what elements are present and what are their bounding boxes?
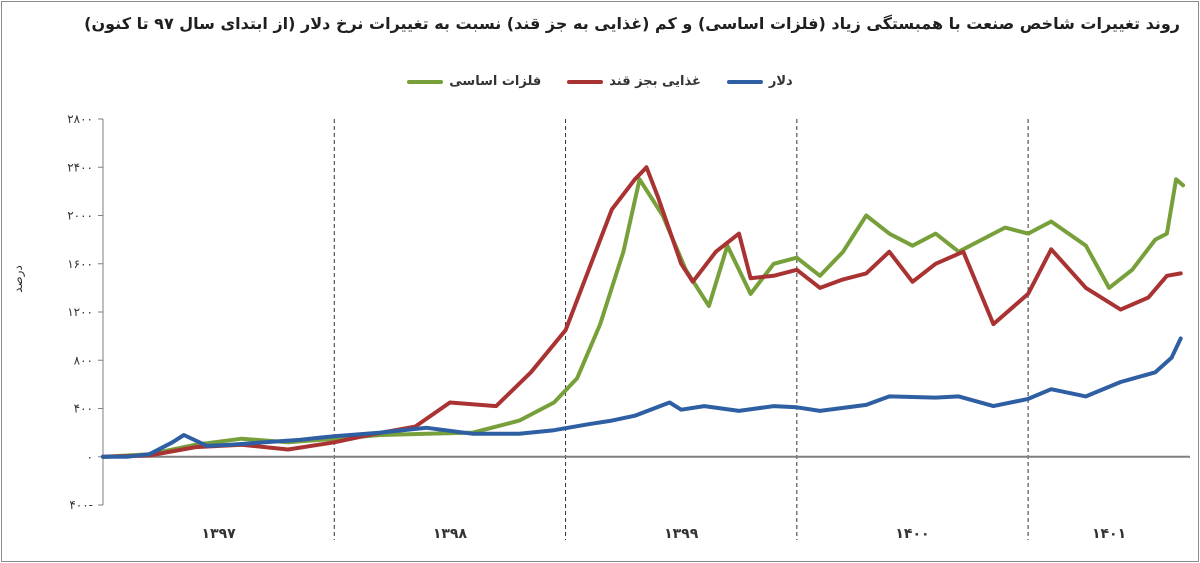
y-tick-label: ۲۴۰۰ [67, 160, 93, 174]
series-line [101, 336, 1183, 459]
legend-label: دلار [768, 74, 793, 89]
chart-title: روند تغییرات شاخص صنعت با همبستگی زیاد (… [84, 14, 1180, 33]
legend-item: فلزات اساسی [407, 74, 541, 89]
y-tick-label: ۱۶۰۰ [67, 257, 93, 271]
y-tick-label: ۰ [87, 450, 93, 464]
legend-swatch [407, 79, 444, 84]
y-tick-label: ۲۸۰۰ [67, 112, 93, 126]
legend-item: دلار [726, 74, 793, 89]
x-category-label: ۱۴۰۱ [1092, 526, 1126, 542]
year-boundary-lines [333, 119, 1029, 540]
x-category-labels: ۱۳۹۷ ۱۳۹۸ ۱۳۹۹ ۱۴۰۰ ۱۴۰۱ [202, 526, 1127, 542]
y-tick-label: ۱۲۰۰ [67, 305, 93, 319]
legend-swatch [567, 79, 604, 84]
y-tick-label: ۲۰۰۰ [67, 209, 93, 223]
x-category-label: ۱۳۹۷ [202, 526, 237, 542]
legend-swatch [726, 79, 763, 84]
legend: دلار غذایی بجز قند فلزات اساسی [0, 74, 1200, 89]
series-line [101, 177, 1186, 459]
legend-item: غذایی بجز قند [567, 74, 701, 89]
legend-label: غذایی بجز قند [609, 74, 701, 89]
x-category-label: ۱۳۹۹ [664, 526, 699, 542]
y-tick-labels: ۴۰۰- ۰ ۴۰۰ ۸۰۰ ۱۲۰۰ ۱۶۰۰ ۲۰۰۰ ۲۴۰۰ ۲۸۰۰ [67, 112, 93, 512]
x-category-label: ۱۴۰۰ [895, 526, 929, 542]
y-tick-label: ۸۰۰ [74, 353, 93, 367]
series-lines [101, 165, 1186, 459]
legend-label: فلزات اساسی [449, 74, 542, 89]
y-tick-label: ۴۰۰ [74, 402, 93, 416]
x-category-label: ۱۳۹۸ [433, 526, 468, 542]
y-tick-label: ۴۰۰- [69, 498, 93, 512]
axes [98, 118, 1190, 506]
